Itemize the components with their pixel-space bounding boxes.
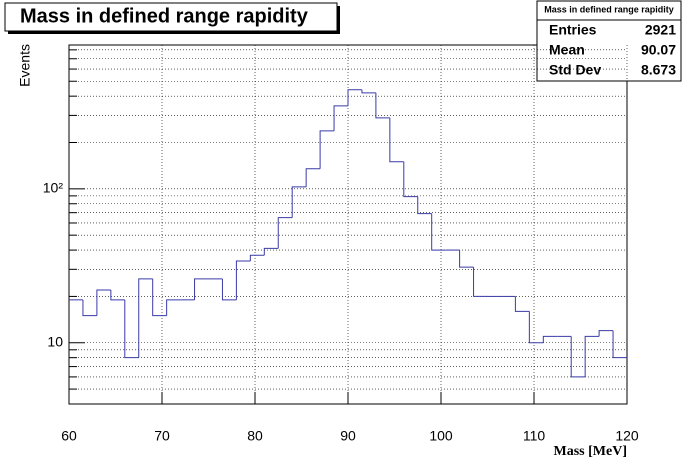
histogram-bin <box>375 92 390 119</box>
x-tick-label: 60 <box>61 428 77 444</box>
title-box <box>4 2 338 32</box>
y-tick-label: 10 <box>47 333 63 349</box>
histogram-bin <box>82 299 97 317</box>
histogram-bin <box>277 217 293 249</box>
x-tick-label: 100 <box>429 428 453 444</box>
histogram-bin <box>291 186 307 218</box>
histogram-bin <box>361 89 376 94</box>
histogram-bin <box>570 336 586 378</box>
histogram-bin <box>389 117 404 163</box>
histogram-bin <box>514 296 530 312</box>
histogram-bin <box>305 168 321 187</box>
histogram-bin <box>459 250 474 268</box>
stats-label: Entries <box>549 22 597 38</box>
histogram-bin <box>138 278 153 358</box>
histogram-bin <box>96 289 111 316</box>
histogram-bin <box>110 290 125 301</box>
histogram-bin <box>431 213 446 251</box>
y-axis-label: Events <box>17 44 33 87</box>
stats-box: Mass in defined range rapidity Entries 29… <box>536 0 682 82</box>
histogram-bin <box>166 299 181 316</box>
histogram-bin <box>333 105 348 131</box>
histogram-bin <box>194 278 209 300</box>
histogram-bin <box>612 330 627 359</box>
histogram-bin <box>124 299 139 359</box>
histogram-bin <box>598 330 614 337</box>
stats-title: Mass in defined range rapidity <box>544 4 674 14</box>
stats-value: 2921 <box>645 22 676 38</box>
histogram-bin <box>319 130 335 169</box>
histogram-bin <box>473 267 488 297</box>
y-tick-label: 10² <box>43 180 64 196</box>
stats-value: 90.07 <box>641 42 676 58</box>
histogram-bin <box>542 335 558 343</box>
histogram-bin <box>263 247 279 256</box>
histogram-bin <box>528 311 544 344</box>
histogram-bin <box>584 335 600 377</box>
x-tick-label: 70 <box>154 428 170 444</box>
histogram-bin <box>417 196 432 215</box>
stats-label: Mean <box>549 42 585 58</box>
x-tick-label: 120 <box>615 428 639 444</box>
x-axis-label: Mass [MeV] <box>554 444 627 459</box>
x-tick-label: 80 <box>247 428 263 444</box>
x-tick-label: 110 <box>523 428 546 444</box>
stats-frame <box>536 0 682 82</box>
histogram-bin <box>152 278 167 317</box>
chart-title: Mass in defined range rapidity <box>20 5 309 27</box>
histogram-bin <box>249 254 265 261</box>
histogram-bin <box>403 161 418 198</box>
stats-value: 8.673 <box>641 62 676 78</box>
x-tick-label: 90 <box>340 428 356 444</box>
histogram-bin <box>235 260 251 300</box>
stats-label: Std Dev <box>549 62 601 78</box>
histogram-bin <box>347 89 362 106</box>
histogram-bin <box>221 278 237 301</box>
